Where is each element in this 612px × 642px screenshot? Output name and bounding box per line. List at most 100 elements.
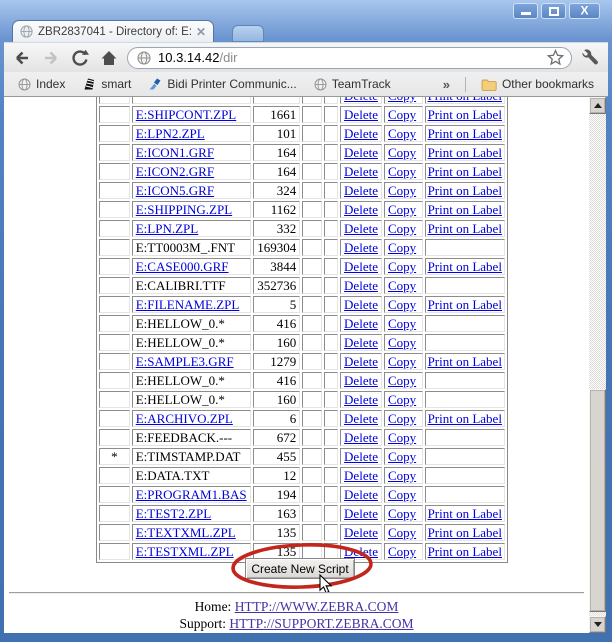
print-on-label-link[interactable]: Print on Label <box>427 544 502 559</box>
copy-link[interactable]: Copy <box>387 278 417 293</box>
delete-link[interactable]: Delete <box>344 221 378 236</box>
delete-link[interactable]: Delete <box>344 145 378 160</box>
support-link[interactable]: HTTP://SUPPORT.ZEBRA.COM <box>229 616 414 631</box>
file-link[interactable]: E:LPN2.ZPL <box>135 126 205 141</box>
file-link[interactable]: E:PROGRAM1.BAS <box>135 487 247 502</box>
file-link[interactable]: E:ARCHIVO.ZPL <box>135 411 233 426</box>
print-on-label-link[interactable]: Print on Label <box>427 107 502 122</box>
delete-link[interactable]: Delete <box>344 97 378 103</box>
copy-link[interactable]: Copy <box>387 240 417 255</box>
bookmark-bidi-printer[interactable]: Bidi Printer Communic... <box>142 75 302 93</box>
browser-tab[interactable]: ZBR2837041 - Directory of: E: ✕ <box>12 20 214 42</box>
scrollbar-thumb[interactable] <box>589 389 606 612</box>
close-window-button[interactable]: X <box>569 3 600 19</box>
copy-link[interactable]: Copy <box>387 487 417 502</box>
scroll-down-button[interactable] <box>589 616 606 633</box>
print-on-label-link[interactable]: Print on Label <box>427 259 502 274</box>
file-link[interactable]: E:TESTXML.ZPL <box>135 544 234 559</box>
copy-link[interactable]: Copy <box>387 126 417 141</box>
delete-link[interactable]: Delete <box>344 278 378 293</box>
delete-link[interactable]: Delete <box>344 430 378 445</box>
copy-link[interactable]: Copy <box>387 411 417 426</box>
file-link[interactable]: E:TEXTXML.ZPL <box>135 525 236 540</box>
file-link[interactable]: E:CASE000.GRF <box>135 259 229 274</box>
print-on-label-link[interactable]: Print on Label <box>427 145 502 160</box>
print-on-label-link[interactable]: Print on Label <box>427 354 502 369</box>
address-bar[interactable]: 10.3.14.42/dir <box>127 46 572 69</box>
delete-link[interactable]: Delete <box>344 487 378 502</box>
maximize-button[interactable] <box>541 3 566 19</box>
file-link[interactable]: E:ICON5.GRF <box>135 183 215 198</box>
delete-link[interactable]: Delete <box>344 107 378 122</box>
delete-link[interactable]: Delete <box>344 525 378 540</box>
delete-link[interactable]: Delete <box>344 411 378 426</box>
file-link[interactable]: E:ICON1.GRF <box>135 145 215 160</box>
file-link[interactable]: E:ICON2.GRF <box>135 164 215 179</box>
print-on-label-link[interactable]: Print on Label <box>427 126 502 141</box>
reload-button[interactable] <box>69 47 91 69</box>
bookmark-teamtrack[interactable]: TeamTrack <box>308 75 397 93</box>
tools-menu-button[interactable] <box>579 47 601 69</box>
copy-link[interactable]: Copy <box>387 297 417 312</box>
file-link[interactable]: E:SAMPLE3.GRF <box>135 354 234 369</box>
print-on-label-link[interactable]: Print on Label <box>427 411 502 426</box>
copy-link[interactable]: Copy <box>387 316 417 331</box>
home-link[interactable]: HTTP://WWW.ZEBRA.COM <box>234 599 399 614</box>
delete-link[interactable]: Delete <box>344 297 378 312</box>
copy-link[interactable]: Copy <box>387 221 417 236</box>
delete-link[interactable]: Delete <box>344 449 378 464</box>
copy-link[interactable]: Copy <box>387 525 417 540</box>
delete-link[interactable]: Delete <box>344 544 378 559</box>
delete-link[interactable]: Delete <box>344 354 378 369</box>
print-on-label-link[interactable]: Print on Label <box>427 297 502 312</box>
copy-link[interactable]: Copy <box>387 259 417 274</box>
delete-link[interactable]: Delete <box>344 183 378 198</box>
new-tab-button[interactable] <box>232 25 264 42</box>
delete-link[interactable]: Delete <box>344 164 378 179</box>
delete-link[interactable]: Delete <box>344 240 378 255</box>
copy-link[interactable]: Copy <box>387 544 417 559</box>
home-button[interactable] <box>98 47 120 69</box>
print-on-label-link[interactable]: Print on Label <box>427 164 502 179</box>
delete-link[interactable]: Delete <box>344 316 378 331</box>
delete-link[interactable]: Delete <box>344 373 378 388</box>
forward-button[interactable] <box>40 47 62 69</box>
create-new-script-button[interactable]: Create New Script <box>245 558 355 579</box>
copy-link[interactable]: Copy <box>387 430 417 445</box>
minimize-button[interactable] <box>513 3 538 19</box>
delete-link[interactable]: Delete <box>344 202 378 217</box>
file-link[interactable]: E:TEST2.ZPL <box>135 506 212 521</box>
scroll-up-button[interactable] <box>589 97 606 114</box>
print-on-label-link[interactable]: Print on Label <box>427 525 502 540</box>
delete-link[interactable]: Delete <box>344 259 378 274</box>
copy-link[interactable]: Copy <box>388 97 416 103</box>
copy-link[interactable]: Copy <box>387 506 417 521</box>
file-link[interactable]: E:SHIPPING.ZPL <box>135 202 233 217</box>
file-link[interactable]: E:LPN.ZPL <box>135 221 199 236</box>
print-on-label-link[interactable]: Print on Label <box>428 97 502 103</box>
copy-link[interactable]: Copy <box>387 354 417 369</box>
bookmark-smart[interactable]: smart <box>76 75 137 93</box>
bookmarks-overflow-chevron[interactable]: » <box>442 76 450 92</box>
print-on-label-link[interactable]: Print on Label <box>427 202 502 217</box>
file-link[interactable]: E:SHIPCONT.ZPL <box>135 107 237 122</box>
copy-link[interactable]: Copy <box>387 468 417 483</box>
tab-close-icon[interactable]: ✕ <box>195 24 206 39</box>
delete-link[interactable]: Delete <box>344 126 378 141</box>
other-bookmarks-button[interactable]: Other bookmarks <box>475 75 600 93</box>
copy-link[interactable]: Copy <box>387 392 417 407</box>
bookmark-star-icon[interactable] <box>547 49 564 66</box>
print-on-label-link[interactable]: Print on Label <box>427 221 502 236</box>
file-link[interactable]: E:FILENAME.ZPL <box>135 297 240 312</box>
print-on-label-link[interactable]: Print on Label <box>427 183 502 198</box>
copy-link[interactable]: Copy <box>387 449 417 464</box>
delete-link[interactable]: Delete <box>344 468 378 483</box>
print-on-label-link[interactable]: Print on Label <box>427 506 502 521</box>
delete-link[interactable]: Delete <box>344 392 378 407</box>
copy-link[interactable]: Copy <box>387 373 417 388</box>
delete-link[interactable]: Delete <box>344 506 378 521</box>
delete-link[interactable]: Delete <box>344 335 378 350</box>
copy-link[interactable]: Copy <box>387 183 417 198</box>
copy-link[interactable]: Copy <box>387 164 417 179</box>
bookmark-index[interactable]: Index <box>12 75 71 93</box>
